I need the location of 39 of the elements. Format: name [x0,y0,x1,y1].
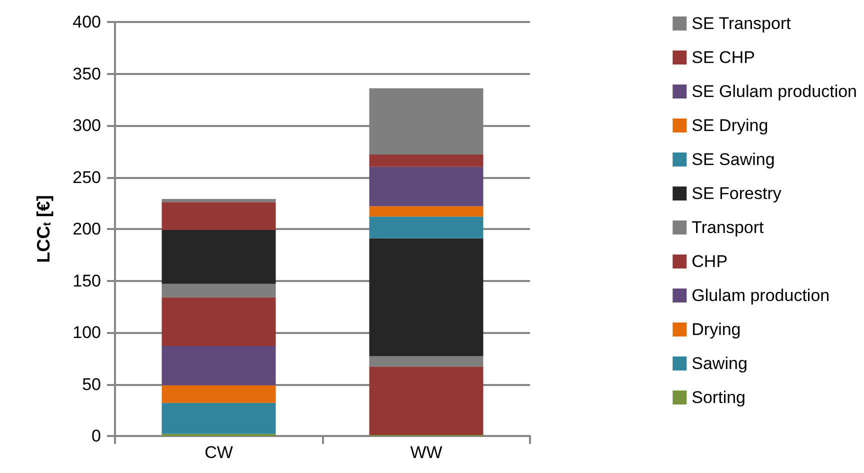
bar [162,402,276,434]
bar [162,385,276,403]
legend-label: SE Glulam production [692,82,858,101]
x-tick-label: WW [410,443,442,462]
legend-label: Sorting [692,388,746,407]
y-axis-title: LCCt [€] [34,195,54,263]
legend-label: SE Drying [692,116,768,135]
bar [162,202,276,230]
y-tick-label: 150 [72,271,101,290]
legend-label: Drying [692,320,741,339]
y-tick-label: 200 [72,220,101,238]
bar [162,346,276,386]
y-tick-label: 50 [82,374,101,394]
y-tick-label: 250 [72,168,101,187]
y-tick-label: 100 [72,323,101,342]
bar [369,356,484,367]
bar [162,284,276,298]
legend-label: CHP [692,252,728,271]
bar [369,216,484,238]
bar [369,166,484,206]
y-tick-label: 400 [72,12,101,32]
y-tick-label: 350 [72,64,101,84]
y-tick-label: 0 [92,426,101,446]
legend-label: SE Sawing [692,150,775,169]
legend-label: SE Transport [692,14,792,33]
legend-label: Sawing [692,354,748,373]
bar [369,206,484,217]
legend-label: Transport [692,218,764,237]
legend-label: SE CHP [692,48,755,67]
bar [162,230,276,284]
bar [369,238,484,356]
y-tick-label: 300 [72,116,101,135]
bar [162,297,276,346]
legend-label: Glulam production [692,286,830,305]
bar [369,154,484,167]
bar [162,198,276,202]
x-tick-label: CW [204,443,233,462]
bar [369,366,484,435]
legend-label: SE Forestry [692,184,782,203]
